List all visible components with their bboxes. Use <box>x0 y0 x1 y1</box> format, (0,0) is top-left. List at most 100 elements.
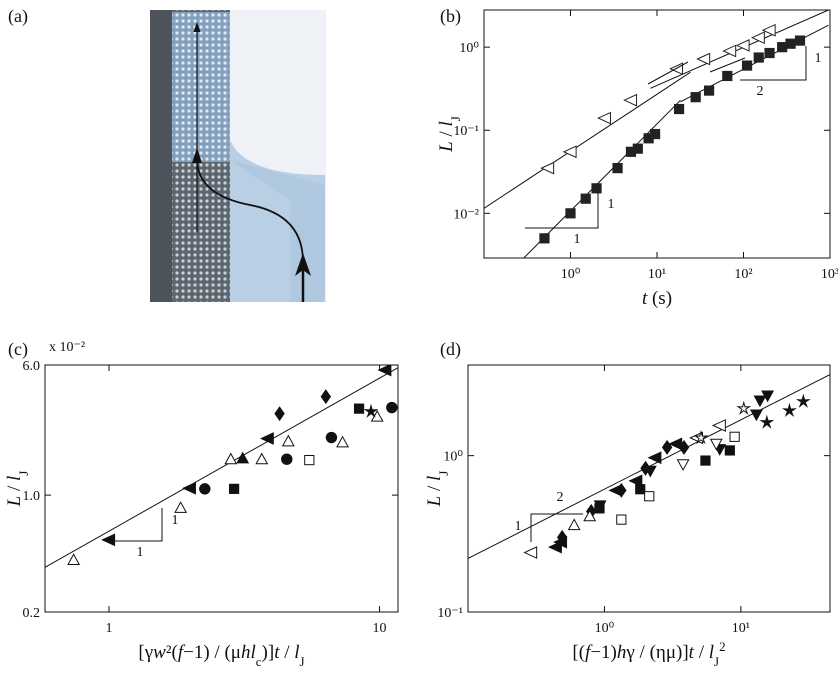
axis-label-part: h <box>617 642 627 663</box>
marker <box>594 503 605 514</box>
marker <box>353 403 365 414</box>
marker <box>724 445 735 456</box>
marker <box>616 514 627 525</box>
panel-label: (d) <box>440 339 461 360</box>
y-tick-label: 10⁰ <box>459 41 479 56</box>
marker <box>255 452 269 465</box>
axis-label-part: l <box>424 476 445 481</box>
fit-line <box>45 367 398 568</box>
marker <box>565 208 576 219</box>
marker <box>182 481 196 495</box>
marker <box>795 393 811 408</box>
marker <box>794 35 806 46</box>
marker <box>259 432 274 445</box>
y-tick-label: 1.0 <box>23 489 41 504</box>
axis-label-part: γ / (ημ)] <box>625 642 688 663</box>
marker <box>643 465 657 478</box>
marker <box>678 439 690 455</box>
slope-triangle <box>530 513 583 542</box>
y-tick-label: 10⁰ <box>443 450 463 465</box>
marker <box>749 409 763 422</box>
axis-label: [γw²(f−1) / (μhlc)]t / lJ <box>138 642 304 669</box>
marker <box>711 419 726 432</box>
marker <box>623 93 638 107</box>
axis-multiplier: x 10⁻² <box>49 340 85 355</box>
marker <box>281 434 295 447</box>
y-tick-label: 0.2 <box>23 606 41 621</box>
marker <box>101 533 116 547</box>
marker <box>612 163 623 174</box>
axis-label-part: l <box>709 642 714 663</box>
marker <box>761 390 775 403</box>
marker <box>363 403 379 418</box>
marker <box>281 453 293 465</box>
marker <box>693 429 709 445</box>
marker <box>580 193 591 204</box>
axis-label-part: −1) / (μ <box>183 642 241 663</box>
axis-label-part: ²( <box>166 642 178 663</box>
marker <box>741 60 753 71</box>
marker <box>759 414 775 429</box>
marker <box>635 484 646 495</box>
marker <box>729 431 740 442</box>
axis-label: L / lJ <box>4 471 31 508</box>
panel-a-illustration <box>150 10 326 302</box>
slope-label: 1 <box>137 545 144 560</box>
marker <box>736 400 752 415</box>
marker <box>690 92 701 103</box>
marker <box>777 42 788 53</box>
marker <box>67 553 81 565</box>
marker <box>236 451 250 464</box>
marker <box>304 454 315 466</box>
y-tick-label: 10⁻¹ <box>453 124 479 139</box>
marker <box>377 365 392 377</box>
x-tick-label: 10¹ <box>648 267 666 282</box>
y-tick-label: 10⁻² <box>453 207 479 222</box>
slope-triangle <box>109 508 163 542</box>
marker <box>523 546 538 559</box>
marker <box>325 431 338 444</box>
plot-frame <box>44 364 399 613</box>
plot-frame <box>467 364 831 613</box>
tangent-line <box>647 61 689 85</box>
axis-label-part: hl <box>241 642 256 663</box>
marker <box>320 389 332 405</box>
marker <box>556 529 568 545</box>
x-tick-label: 1 <box>106 621 113 636</box>
panel-label: (c) <box>8 339 28 360</box>
axis-label-part: J <box>300 654 305 669</box>
marker <box>753 52 764 63</box>
slope-label: 1 <box>515 519 522 534</box>
axis-label-part: / <box>424 481 445 496</box>
marker <box>540 161 555 175</box>
tangent-line <box>709 57 746 73</box>
marker <box>336 435 350 448</box>
marker <box>647 451 662 465</box>
marker <box>539 233 550 244</box>
plot-area <box>468 374 830 559</box>
axis-label-part: t <box>689 642 695 663</box>
marker <box>781 402 797 417</box>
fit-line <box>484 71 691 209</box>
marker <box>661 439 673 455</box>
marker <box>753 395 767 408</box>
marker <box>764 47 775 59</box>
axis-label-part: J <box>436 471 451 476</box>
axis-label-part: l <box>4 476 25 481</box>
marker <box>567 518 581 531</box>
marker <box>199 483 211 495</box>
slope-label: 1 <box>574 232 581 247</box>
marker <box>761 23 776 37</box>
marker <box>562 145 577 159</box>
marker <box>274 406 285 422</box>
marker <box>224 452 238 465</box>
slope-triangle <box>525 190 599 229</box>
marker <box>696 52 711 66</box>
x-tick-label: 10¹ <box>732 621 750 636</box>
marker <box>386 401 398 414</box>
axis-label-part: t <box>642 288 648 309</box>
axis-label: L / lJ <box>424 471 451 508</box>
x-tick-label: 10⁰ <box>561 267 581 282</box>
axis-label-part: )] <box>262 642 275 663</box>
